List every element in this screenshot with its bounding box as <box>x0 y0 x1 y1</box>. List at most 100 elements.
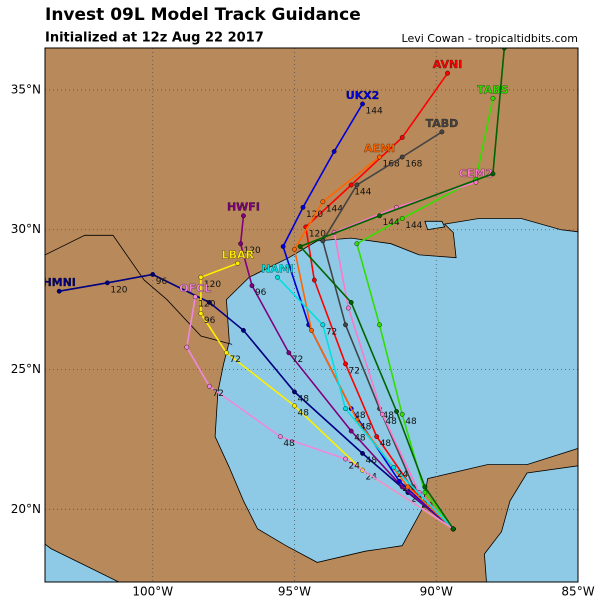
model-name: LBAR <box>222 248 255 261</box>
model-name: TABD <box>426 117 459 130</box>
track-point <box>238 241 244 247</box>
track-point <box>445 70 450 76</box>
title: Invest 09L Model Track Guidance <box>45 5 361 25</box>
track-point <box>450 526 456 532</box>
track-point <box>501 48 507 51</box>
hour-label: 120 <box>309 229 326 239</box>
track-point <box>377 154 382 160</box>
track-point <box>241 327 246 333</box>
hour-label: 48 <box>385 417 397 427</box>
model-name: OFCL <box>179 282 211 295</box>
model-name: AVNI <box>433 58 463 71</box>
lon-label: 90°W <box>420 585 453 599</box>
model-name: HMNI <box>42 276 75 289</box>
hour-label: 72 <box>292 355 303 365</box>
lon-label: 100°W <box>132 585 173 599</box>
hour-label: 144 <box>383 218 400 228</box>
hour-label: 144 <box>354 187 371 197</box>
track-point <box>300 204 306 210</box>
track-point <box>192 294 198 300</box>
track-point <box>343 322 348 328</box>
hour-label: 96 <box>156 277 168 287</box>
water-body <box>45 543 120 582</box>
track-point <box>360 101 365 107</box>
track-point <box>343 361 348 367</box>
track-point <box>331 149 337 154</box>
track-point <box>292 403 297 409</box>
track-point <box>311 277 317 283</box>
hour-label: 144 <box>405 221 422 231</box>
track-point <box>198 311 204 317</box>
track-point <box>348 428 354 434</box>
track-point <box>224 350 229 356</box>
hour-label: 48 <box>297 408 309 418</box>
hour-label: 48 <box>297 394 309 404</box>
model-name: UKX2 <box>346 89 380 102</box>
track-point <box>396 478 402 484</box>
hour-label: 24 <box>411 495 423 505</box>
hour-label: 72 <box>349 366 360 376</box>
track-point <box>422 484 428 490</box>
lon-label: 95°W <box>278 585 311 599</box>
track-point <box>275 274 280 280</box>
map-frame <box>44 47 579 583</box>
hour-label: 48 <box>354 411 366 421</box>
model-name: AEMI <box>364 142 395 155</box>
track-point <box>394 409 399 414</box>
track-point <box>207 300 212 305</box>
track-point <box>399 154 405 160</box>
hour-label: 48 <box>405 417 417 427</box>
track-point <box>235 260 241 266</box>
track-point <box>354 241 360 247</box>
track-point <box>360 450 365 456</box>
track-point <box>309 327 314 333</box>
hour-label: 48 <box>360 422 372 432</box>
hour-label: 96 <box>204 316 216 326</box>
track-point <box>280 244 286 249</box>
track-point <box>249 283 255 289</box>
track-point <box>490 171 496 177</box>
track-point <box>399 216 405 221</box>
model-name: CEM2 <box>459 167 493 180</box>
subtitle: Initialized at 12z Aug 22 2017 <box>45 31 264 46</box>
track-point <box>379 411 385 417</box>
track-point <box>241 213 246 219</box>
model-name: HWFI <box>227 201 260 214</box>
water-body <box>483 465 578 582</box>
hour-label: 72 <box>229 355 240 365</box>
track-line <box>282 103 454 530</box>
track-point <box>345 305 351 311</box>
hour-label: 144 <box>366 106 383 116</box>
model-name: NAMI <box>261 262 294 275</box>
track-point <box>56 288 62 294</box>
hour-label: 48 <box>354 434 366 444</box>
track-point <box>399 411 405 417</box>
water-body <box>424 220 446 231</box>
track-point <box>320 322 326 328</box>
hour-label: 72 <box>326 327 337 337</box>
track-point <box>104 280 110 286</box>
hour-label: 48 <box>366 456 378 466</box>
track-point <box>374 434 380 440</box>
track-point <box>184 344 190 350</box>
hour-label: 144 <box>326 204 343 214</box>
track-point <box>292 389 297 395</box>
track-point <box>399 135 405 140</box>
track-line <box>298 48 506 530</box>
lon-label: 85°W <box>561 585 594 599</box>
track-point <box>343 456 348 462</box>
lat-label: 35°N <box>11 82 41 96</box>
lat-label: 20°N <box>11 502 41 516</box>
hour-label: 48 <box>283 439 295 449</box>
track-point <box>354 182 360 188</box>
hour-label: 24 <box>349 461 361 471</box>
hour-label: 48 <box>383 411 395 421</box>
track-point <box>292 246 297 252</box>
hour-label: 168 <box>405 160 422 170</box>
track-point <box>348 300 354 305</box>
track-point <box>405 484 411 490</box>
lat-label: 30°N <box>11 222 41 236</box>
track-line <box>185 296 454 530</box>
hour-label: 120 <box>110 285 127 295</box>
